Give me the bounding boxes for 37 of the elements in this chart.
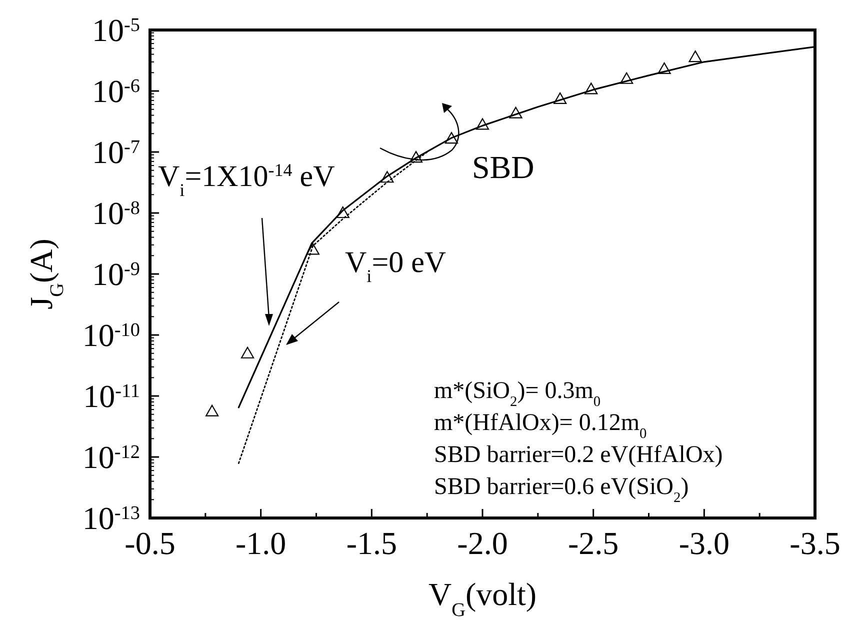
point [476, 118, 490, 130]
x-tick-label: -2.0 [457, 525, 508, 561]
y-tick-label: 10$^{-11}$ [83, 378, 140, 414]
y-tick-label: 10$^{-10}$ [82, 317, 140, 353]
x-tick-label: -1.5 [346, 525, 397, 561]
series-label: V$_{i}$=0 eV [345, 246, 446, 286]
x-tick-label: -3.5 [790, 525, 840, 561]
annotation: SBD [472, 149, 534, 185]
point [688, 50, 702, 62]
x-tick-label: -0.5 [124, 525, 176, 561]
annotation: m*(HfAlOx)= 0.12m$_{0}$ [434, 410, 647, 442]
y-tick-label: 10$^{-9}$ [92, 256, 140, 292]
series-label: V$_{i}$=1X10$^{-14}$ eV [158, 160, 336, 200]
y-tick-label: 10$^{-12}$ [82, 439, 140, 475]
point [380, 171, 394, 183]
point [240, 346, 254, 358]
y-tick-label: 10$^{-7}$ [92, 134, 140, 170]
point [620, 72, 634, 84]
point [658, 62, 671, 74]
x-tick-label: -2.5 [568, 525, 619, 561]
x-tick-label: -1.0 [236, 525, 286, 561]
y-tick-label: 10$^{-8}$ [92, 195, 140, 231]
point [306, 243, 320, 255]
point [509, 106, 522, 118]
point [409, 151, 423, 163]
annotation: SBD barrier=0.2 eV(HfAlOx) [434, 442, 723, 468]
annotation: SBD barrier=0.6 eV(SiO$_{2}$) [434, 474, 689, 506]
point [584, 82, 598, 94]
point [554, 92, 567, 104]
point [206, 404, 219, 416]
annotation: m*(SiO$_{2}$)= 0.3m$_{0}$ [434, 378, 601, 410]
point [444, 132, 458, 144]
x-axis-title: V$_{G}$(volt) [428, 576, 537, 620]
y-tick-label: 10$^{-6}$ [92, 73, 140, 109]
point [336, 206, 350, 218]
y-tick-label: 10$^{-5}$ [92, 12, 140, 48]
x-tick-label: -3.0 [678, 525, 730, 561]
